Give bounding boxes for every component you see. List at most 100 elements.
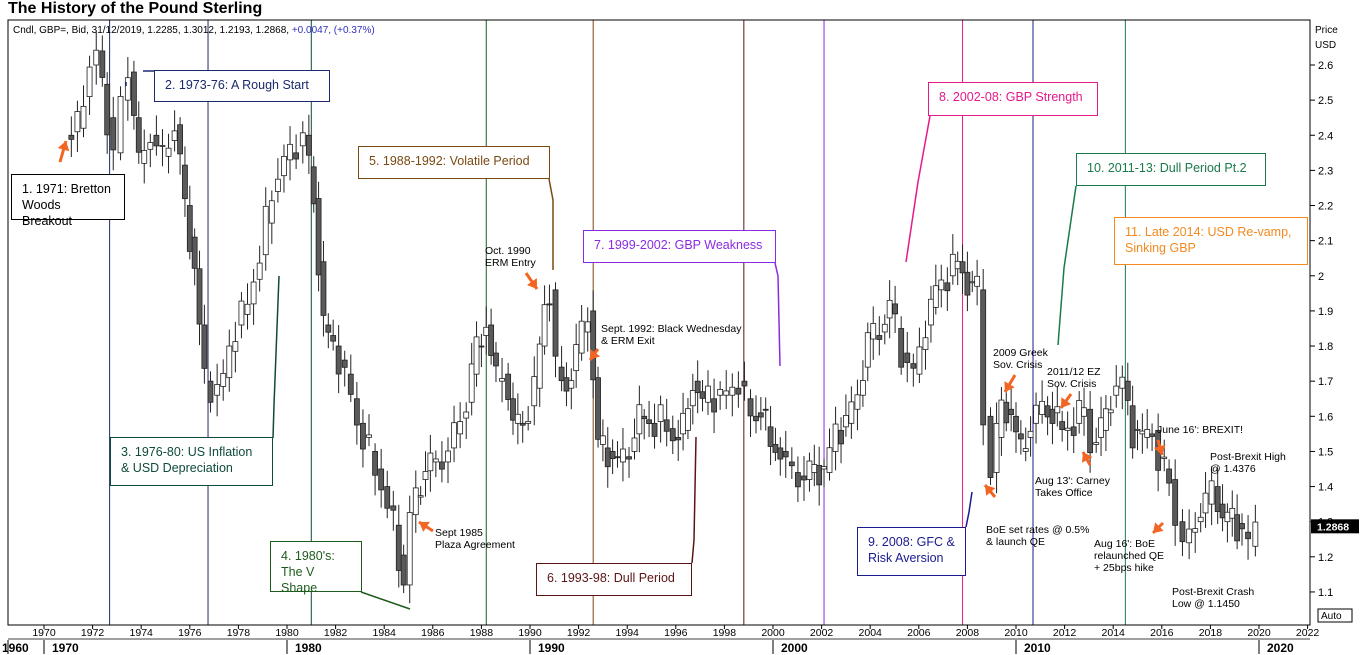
candle-up [881, 323, 888, 333]
x-tick-label: 1988 [470, 627, 494, 639]
candle-up [1224, 511, 1231, 523]
annotation-box-11: 11. Late 2014: USD Re-vamp, Sinking GBP [1114, 217, 1308, 265]
candle-down [341, 359, 348, 368]
candle-up [427, 452, 434, 472]
candle-down [191, 236, 198, 269]
candle-up [457, 421, 464, 435]
candle-up [848, 401, 855, 424]
candle-up [1208, 480, 1215, 505]
candle-down [99, 50, 106, 78]
annotation-box-10: 10. 2011-13: Dull Period Pt.2 [1076, 153, 1266, 186]
candle-up [864, 332, 871, 368]
annotation-leader-line [965, 491, 973, 528]
note-carney: Aug 13': Carney Takes Office [1035, 475, 1110, 499]
y-tick-label: 2.3 [1318, 165, 1333, 177]
candle-down [353, 398, 360, 426]
candle-up [657, 404, 664, 422]
candle-up [932, 285, 939, 308]
candle-up [406, 512, 413, 586]
candle-up [1252, 521, 1259, 547]
candle-up [1202, 492, 1209, 514]
candle-down [694, 380, 701, 394]
candle-up [685, 408, 691, 431]
candle-down [904, 352, 911, 363]
candle-up [514, 413, 521, 424]
candle-up [1119, 376, 1126, 389]
candle-down [788, 461, 795, 467]
candle-down [651, 422, 658, 437]
candle-down [772, 444, 779, 453]
candle-up [366, 434, 372, 438]
candle-up [1144, 429, 1151, 438]
candle-down [1049, 408, 1056, 424]
candle-down [876, 335, 883, 340]
candle-up [422, 471, 429, 480]
candle-up [417, 495, 424, 498]
candle-down [1166, 468, 1172, 484]
auto-scale-label: Auto [1321, 611, 1342, 622]
candle-up [287, 143, 293, 161]
candle-down [910, 363, 917, 369]
x-tick-label: 2010 [1004, 627, 1028, 639]
plot-frame [7, 19, 1311, 626]
x-tick-label: 2018 [1199, 627, 1223, 639]
candle-up [531, 376, 538, 407]
candle-down [335, 345, 342, 375]
last-price-tag [1311, 519, 1359, 534]
candle-down [1214, 486, 1221, 512]
y-tick-label: 2.6 [1318, 60, 1333, 72]
candle-up [1186, 528, 1193, 544]
candle-up [631, 437, 638, 452]
candle-up [922, 337, 929, 350]
candle-down [1003, 401, 1010, 424]
x-tick-label: 2012 [1053, 627, 1077, 639]
candle-down [310, 166, 317, 205]
x-tick-label: 2016 [1150, 627, 1174, 639]
candle-up [1064, 427, 1071, 431]
candle-up [568, 380, 575, 389]
x-tick-label: 1970 [32, 627, 56, 639]
candle-down [964, 271, 971, 296]
candle-down [1179, 521, 1186, 543]
candle-down [838, 429, 844, 445]
candle-down [735, 387, 742, 395]
candle-down [207, 380, 214, 403]
candle-up [171, 130, 178, 141]
candle-down [675, 436, 682, 441]
candle-down [131, 71, 137, 116]
annotation-leader-line [691, 436, 697, 564]
x-tick-label: 1998 [713, 627, 737, 639]
candle-down [595, 377, 601, 440]
note-oct-1990-erm-entry: Oct. 1990 ERM Entry [485, 245, 536, 269]
candle-down [325, 324, 332, 333]
candle-down [510, 398, 516, 421]
decade-label: 2000 [781, 641, 808, 655]
candle-down [182, 164, 188, 200]
candle-down [563, 377, 570, 392]
candle-up [954, 260, 961, 270]
candle-down [1172, 479, 1179, 526]
candle-down [609, 451, 616, 459]
arrow-head [57, 141, 70, 152]
candle-up [1027, 430, 1034, 438]
candle-up [826, 447, 833, 473]
auto-scale-button [1317, 608, 1353, 623]
candle-up [165, 147, 172, 157]
candle-up [860, 380, 866, 396]
candle-down [987, 415, 994, 478]
x-tick-label: 2008 [956, 627, 980, 639]
x-tick-label: 1974 [130, 627, 154, 639]
candle-up [238, 300, 245, 326]
candle-up [80, 105, 87, 129]
x-tick-label: 1982 [324, 627, 348, 639]
arrow-head [1153, 522, 1164, 533]
axes: 1.11.21.31.41.51.61.71.81.922.12.22.32.4… [2, 19, 1359, 655]
x-tick-label: 2022 [1296, 627, 1320, 639]
instrument-ohlc: Cndl, GBP=, Bid, 31/12/2019, 1.2285, 1.3… [13, 25, 290, 36]
annotation-leader-line [774, 262, 781, 367]
x-tick-label: 2004 [859, 627, 883, 639]
candle-down [641, 415, 648, 420]
candle-down [795, 472, 801, 488]
candle-up [969, 281, 976, 284]
y-axis-label-price: Price [1315, 25, 1338, 36]
